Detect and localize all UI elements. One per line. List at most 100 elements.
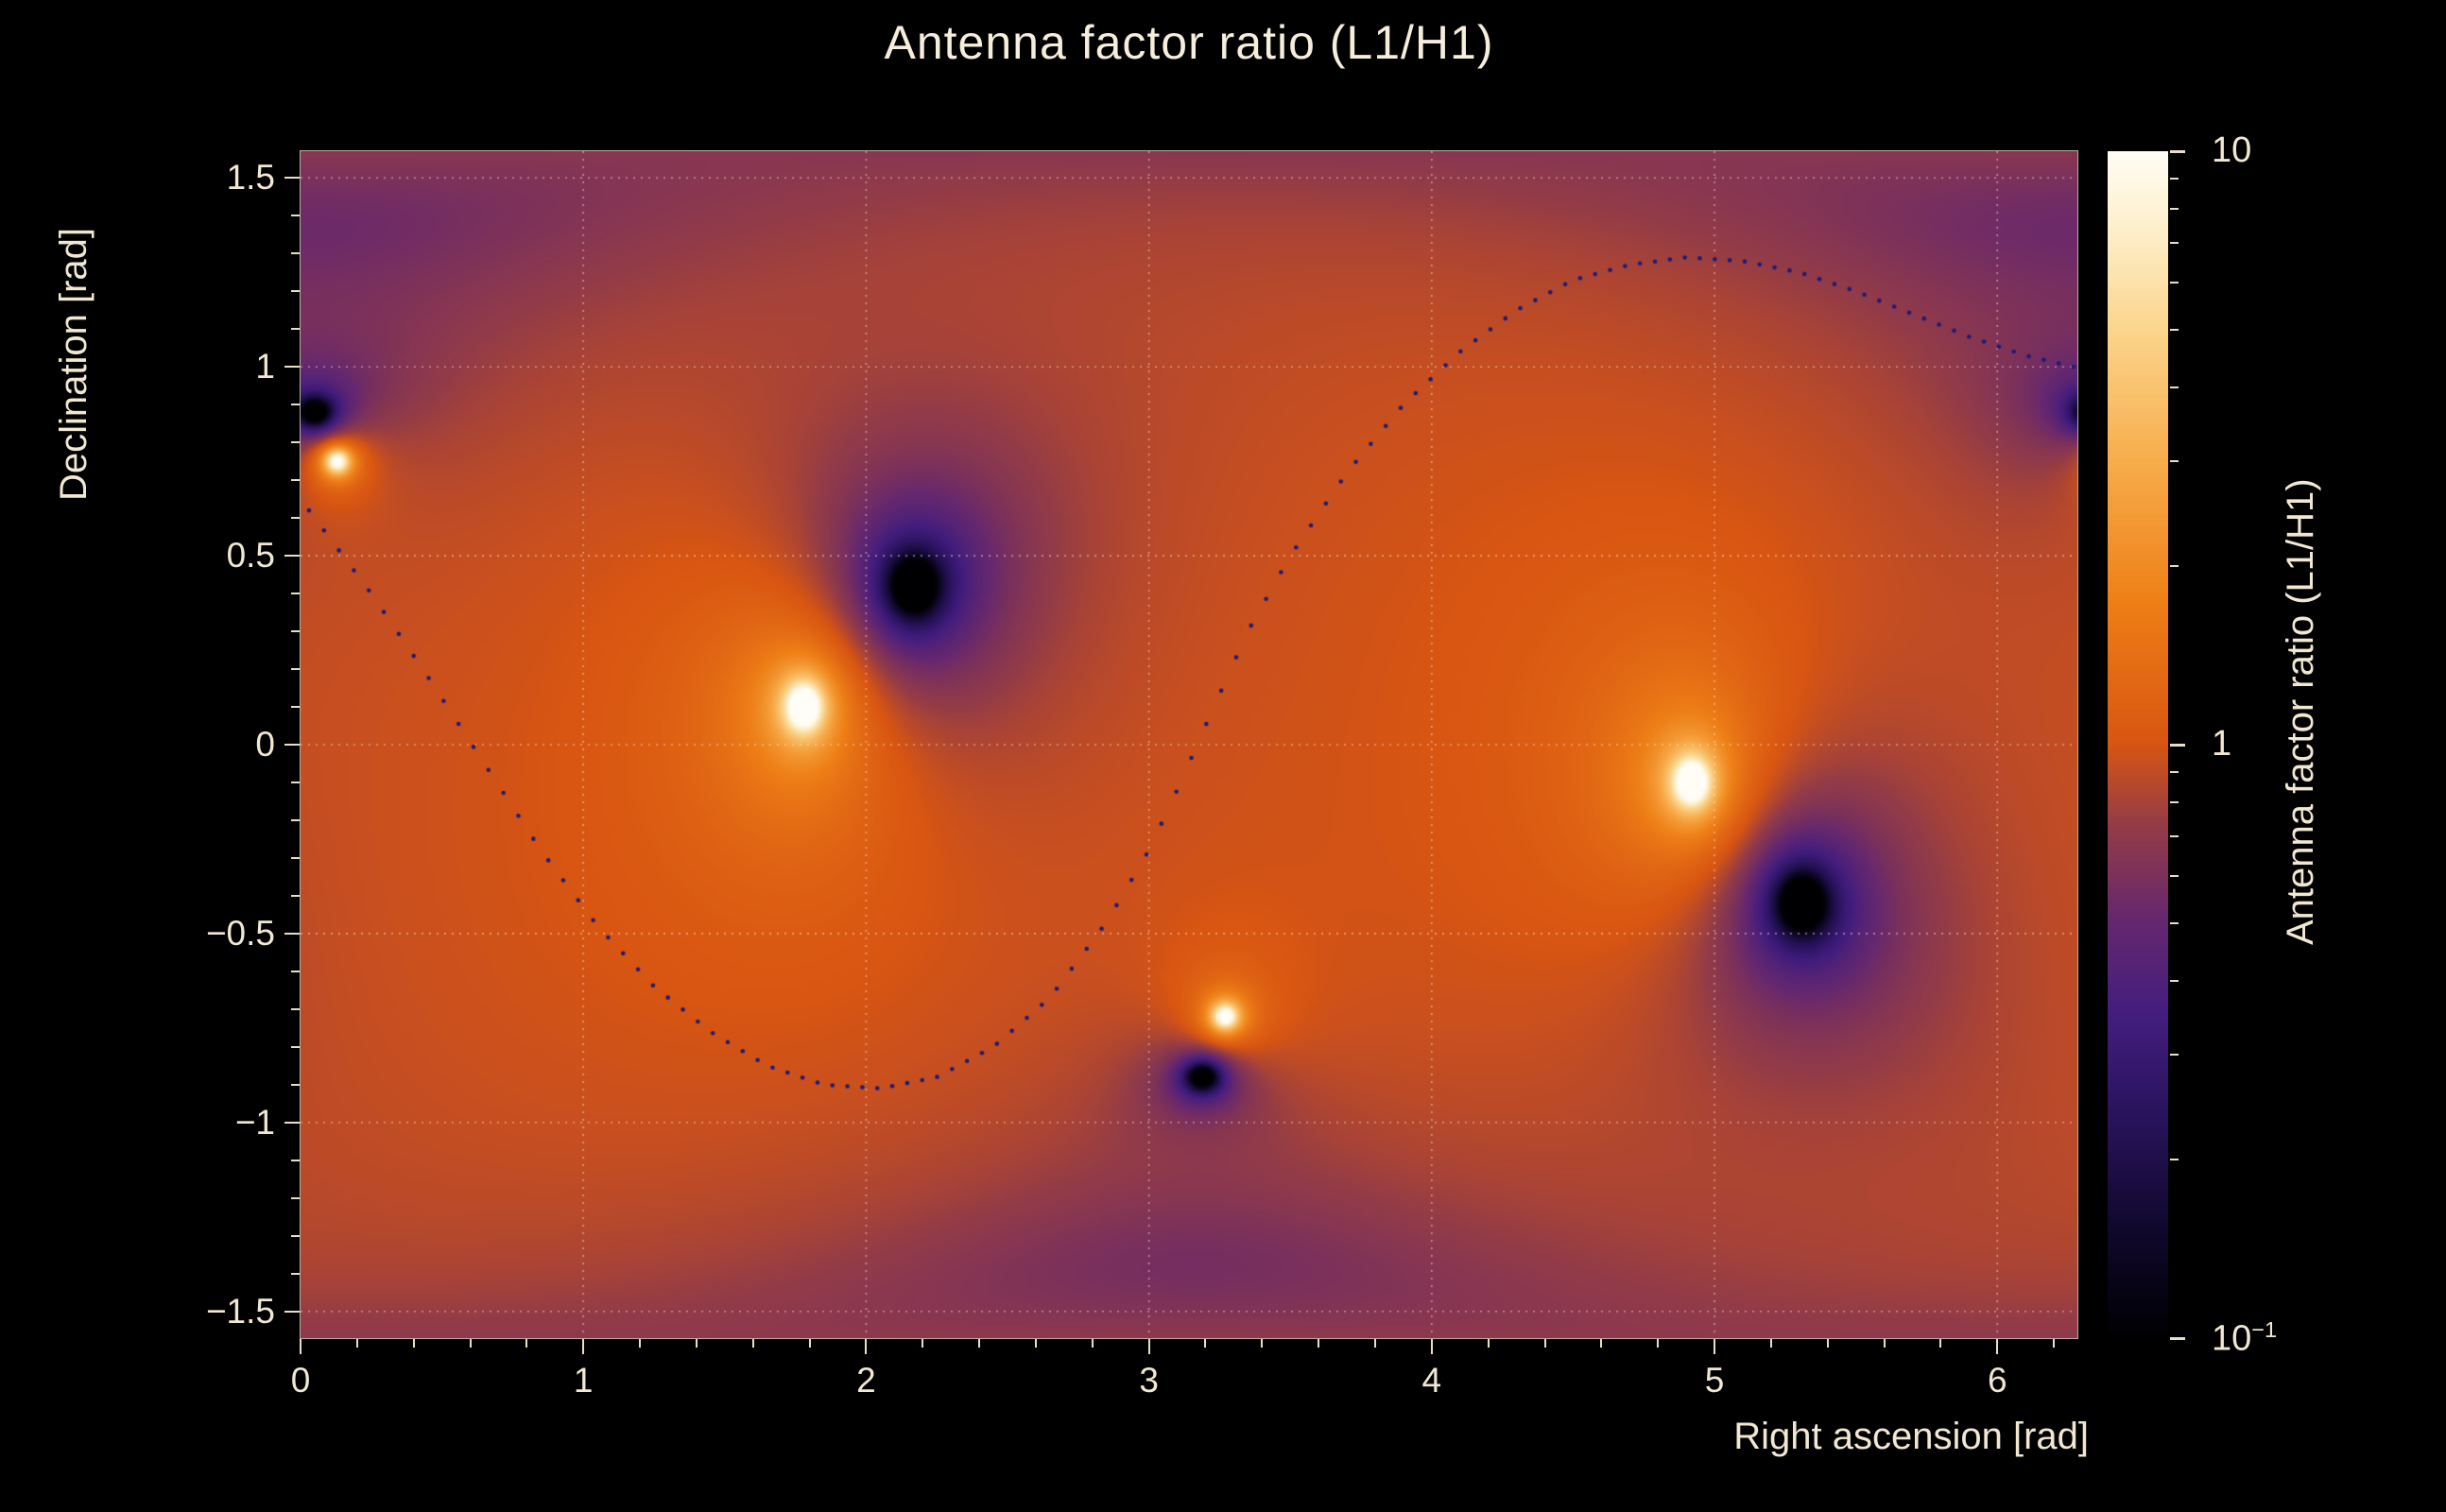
y-minor-tick bbox=[291, 593, 300, 595]
x-minor-tick bbox=[1939, 1339, 1942, 1348]
x-major-tick bbox=[1430, 1339, 1433, 1354]
x-minor-tick bbox=[751, 1339, 754, 1348]
y-minor-tick bbox=[291, 781, 300, 783]
x-tick-label: 5 bbox=[1704, 1361, 1725, 1400]
colorbar-gradient bbox=[2108, 151, 2168, 1338]
y-major-tick bbox=[284, 366, 300, 369]
colorbar-minor-tick bbox=[2170, 460, 2179, 463]
y-major-tick bbox=[284, 1310, 300, 1313]
colorbar-minor-tick bbox=[2170, 1158, 2179, 1160]
plot-area bbox=[300, 150, 2078, 1339]
y-tick-label: 0 bbox=[255, 725, 275, 764]
x-minor-tick bbox=[2053, 1339, 2056, 1348]
x-major-tick bbox=[865, 1339, 868, 1354]
y-minor-tick bbox=[291, 818, 300, 821]
colorbar-minor-tick bbox=[2170, 922, 2179, 925]
y-minor-tick bbox=[291, 1159, 300, 1161]
y-minor-tick bbox=[291, 1196, 300, 1199]
y-minor-tick bbox=[291, 328, 300, 331]
y-minor-tick bbox=[291, 1083, 300, 1086]
x-tick-label: 2 bbox=[856, 1361, 876, 1400]
x-tick-label: 1 bbox=[573, 1361, 594, 1400]
y-minor-tick bbox=[291, 706, 300, 709]
colorbar-minor-tick bbox=[2170, 207, 2179, 210]
colorbar-minor-tick bbox=[2170, 242, 2179, 245]
x-minor-tick bbox=[922, 1339, 924, 1348]
colorbar-minor-tick bbox=[2170, 564, 2179, 567]
y-minor-tick bbox=[291, 1272, 300, 1275]
y-minor-tick bbox=[291, 630, 300, 633]
x-minor-tick bbox=[695, 1339, 698, 1348]
y-minor-tick bbox=[291, 856, 300, 859]
y-minor-tick bbox=[291, 1007, 300, 1010]
colorbar-tick-label: 10 bbox=[2212, 130, 2252, 170]
x-minor-tick bbox=[1034, 1339, 1037, 1348]
y-tick-label: 0.5 bbox=[226, 536, 275, 576]
colorbar-tick-label: 1 bbox=[2212, 724, 2232, 764]
colorbar-minor-tick bbox=[2170, 835, 2179, 838]
y-major-tick bbox=[284, 932, 300, 935]
y-axis-label: Declination [rad] bbox=[53, 227, 95, 501]
chart-title: Antenna factor ratio (L1/H1) bbox=[884, 16, 1494, 69]
colorbar-minor-tick bbox=[2170, 770, 2179, 773]
colorbar-minor-tick bbox=[2170, 329, 2179, 332]
x-minor-tick bbox=[1543, 1339, 1546, 1348]
x-tick-label: 6 bbox=[1987, 1361, 2007, 1400]
y-minor-tick bbox=[291, 970, 300, 972]
x-minor-tick bbox=[1826, 1339, 1829, 1348]
x-minor-tick bbox=[355, 1339, 358, 1348]
colorbar-minor-tick bbox=[2170, 800, 2179, 803]
x-minor-tick bbox=[1769, 1339, 1772, 1348]
y-tick-label: −0.5 bbox=[205, 913, 275, 953]
y-minor-tick bbox=[291, 668, 300, 671]
y-major-tick bbox=[284, 177, 300, 180]
x-minor-tick bbox=[1487, 1339, 1490, 1348]
y-minor-tick bbox=[291, 404, 300, 406]
x-tick-label: 3 bbox=[1139, 1361, 1159, 1400]
x-minor-tick bbox=[469, 1339, 472, 1348]
colorbar-tick-label: 10−1 bbox=[2212, 1317, 2278, 1359]
y-minor-tick bbox=[291, 894, 300, 897]
x-minor-tick bbox=[1657, 1339, 1660, 1348]
x-minor-tick bbox=[525, 1339, 528, 1348]
x-minor-tick bbox=[1374, 1339, 1376, 1348]
x-minor-tick bbox=[978, 1339, 981, 1348]
colorbar-major-tick bbox=[2170, 150, 2185, 153]
y-minor-tick bbox=[291, 1234, 300, 1237]
x-tick-label: 0 bbox=[290, 1361, 311, 1400]
colorbar-axis-label: Antenna factor ratio (L1/H1) bbox=[2280, 478, 2321, 945]
x-axis-label: Right ascension [rad] bbox=[1733, 1416, 2089, 1457]
y-minor-tick bbox=[291, 441, 300, 444]
y-minor-tick bbox=[291, 252, 300, 255]
y-tick-label: −1.5 bbox=[205, 1291, 275, 1331]
x-tick-label: 4 bbox=[1421, 1361, 1442, 1400]
colorbar-minor-tick bbox=[2170, 282, 2179, 284]
x-major-tick bbox=[1147, 1339, 1150, 1354]
x-minor-tick bbox=[412, 1339, 415, 1348]
x-minor-tick bbox=[1600, 1339, 1603, 1348]
x-minor-tick bbox=[1204, 1339, 1207, 1348]
y-major-tick bbox=[284, 1121, 300, 1124]
y-tick-label: 1 bbox=[255, 347, 275, 387]
colorbar-minor-tick bbox=[2170, 386, 2179, 388]
x-major-tick bbox=[300, 1339, 301, 1354]
x-major-tick bbox=[1714, 1339, 1716, 1354]
x-minor-tick bbox=[1091, 1339, 1094, 1348]
x-minor-tick bbox=[1261, 1339, 1264, 1348]
y-tick-label: 1.5 bbox=[226, 158, 275, 198]
heatmap-canvas bbox=[301, 151, 2077, 1338]
colorbar-minor-tick bbox=[2170, 979, 2179, 982]
y-tick-label: −1 bbox=[234, 1102, 275, 1142]
x-minor-tick bbox=[1883, 1339, 1886, 1348]
x-minor-tick bbox=[639, 1339, 642, 1348]
x-major-tick bbox=[1996, 1339, 1999, 1354]
y-minor-tick bbox=[291, 517, 300, 520]
x-minor-tick bbox=[1318, 1339, 1320, 1348]
colorbar-minor-tick bbox=[2170, 177, 2179, 180]
y-major-tick bbox=[284, 555, 300, 558]
y-minor-tick bbox=[291, 479, 300, 482]
colorbar-major-tick bbox=[2170, 744, 2185, 747]
y-minor-tick bbox=[291, 290, 300, 293]
y-minor-tick bbox=[291, 215, 300, 217]
x-major-tick bbox=[582, 1339, 585, 1354]
